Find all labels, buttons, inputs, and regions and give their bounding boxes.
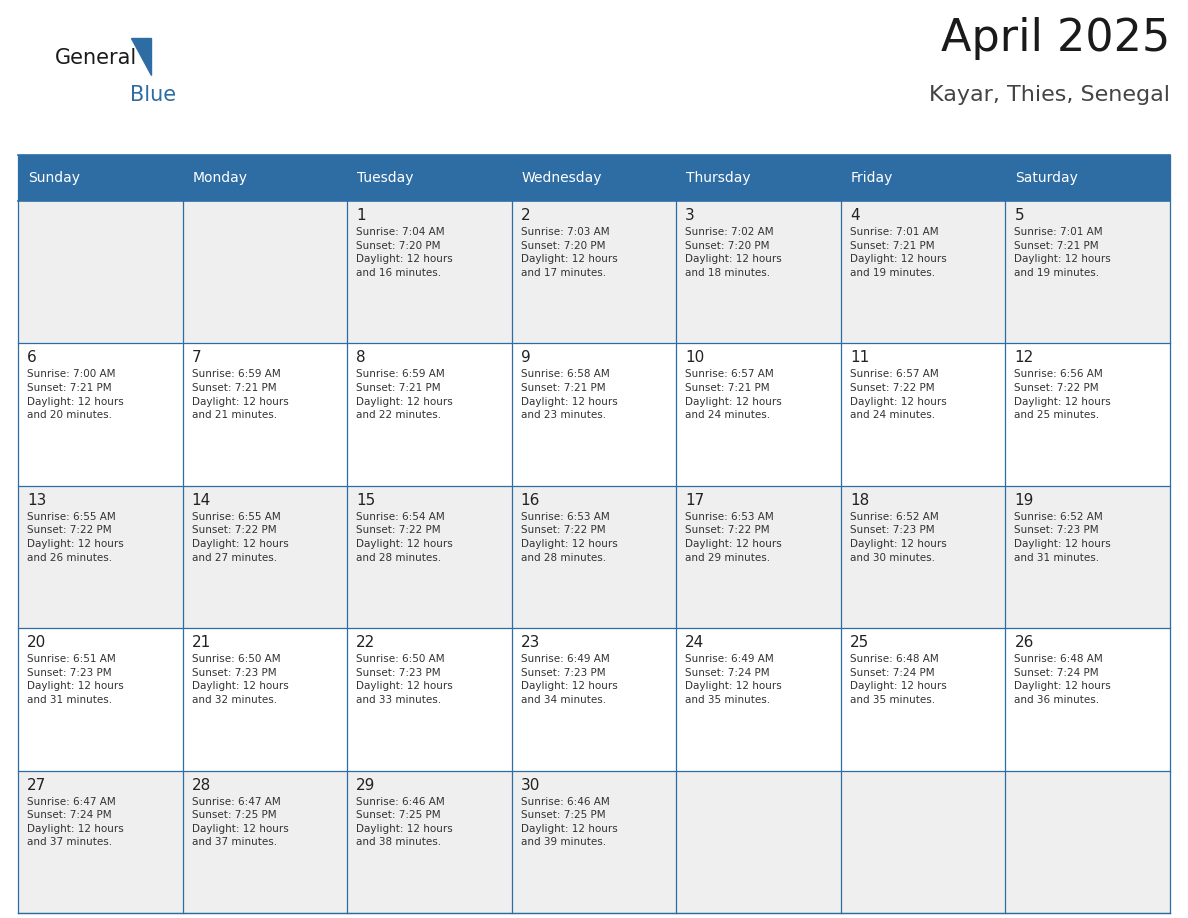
Text: Sunrise: 6:57 AM
Sunset: 7:22 PM
Daylight: 12 hours
and 24 minutes.: Sunrise: 6:57 AM Sunset: 7:22 PM Dayligh… xyxy=(849,369,947,420)
Text: 3: 3 xyxy=(685,208,695,223)
Text: Sunrise: 6:55 AM
Sunset: 7:22 PM
Daylight: 12 hours
and 27 minutes.: Sunrise: 6:55 AM Sunset: 7:22 PM Dayligh… xyxy=(191,512,289,563)
Text: 23: 23 xyxy=(520,635,541,650)
Text: Tuesday: Tuesday xyxy=(358,171,413,185)
Text: 15: 15 xyxy=(356,493,375,508)
Text: Sunrise: 6:47 AM
Sunset: 7:25 PM
Daylight: 12 hours
and 37 minutes.: Sunrise: 6:47 AM Sunset: 7:25 PM Dayligh… xyxy=(191,797,289,847)
Bar xyxy=(18,343,1170,486)
Bar xyxy=(18,155,1170,201)
Text: Sunrise: 6:49 AM
Sunset: 7:24 PM
Daylight: 12 hours
and 35 minutes.: Sunrise: 6:49 AM Sunset: 7:24 PM Dayligh… xyxy=(685,655,782,705)
Text: 20: 20 xyxy=(27,635,46,650)
Text: Saturday: Saturday xyxy=(1016,171,1079,185)
Text: Thursday: Thursday xyxy=(687,171,751,185)
Text: Sunrise: 7:04 AM
Sunset: 7:20 PM
Daylight: 12 hours
and 16 minutes.: Sunrise: 7:04 AM Sunset: 7:20 PM Dayligh… xyxy=(356,227,453,278)
Text: Sunrise: 6:50 AM
Sunset: 7:23 PM
Daylight: 12 hours
and 32 minutes.: Sunrise: 6:50 AM Sunset: 7:23 PM Dayligh… xyxy=(191,655,289,705)
Text: Sunrise: 6:48 AM
Sunset: 7:24 PM
Daylight: 12 hours
and 35 minutes.: Sunrise: 6:48 AM Sunset: 7:24 PM Dayligh… xyxy=(849,655,947,705)
Text: 4: 4 xyxy=(849,208,859,223)
Text: Friday: Friday xyxy=(851,171,893,185)
Polygon shape xyxy=(131,38,151,75)
Text: 6: 6 xyxy=(27,351,37,365)
Text: Sunrise: 6:55 AM
Sunset: 7:22 PM
Daylight: 12 hours
and 26 minutes.: Sunrise: 6:55 AM Sunset: 7:22 PM Dayligh… xyxy=(27,512,124,563)
Text: 14: 14 xyxy=(191,493,210,508)
Text: Sunrise: 7:01 AM
Sunset: 7:21 PM
Daylight: 12 hours
and 19 minutes.: Sunrise: 7:01 AM Sunset: 7:21 PM Dayligh… xyxy=(849,227,947,278)
Text: 10: 10 xyxy=(685,351,704,365)
Text: 1: 1 xyxy=(356,208,366,223)
Text: April 2025: April 2025 xyxy=(941,17,1170,60)
Text: Sunrise: 6:48 AM
Sunset: 7:24 PM
Daylight: 12 hours
and 36 minutes.: Sunrise: 6:48 AM Sunset: 7:24 PM Dayligh… xyxy=(1015,655,1111,705)
Text: 28: 28 xyxy=(191,778,210,792)
Text: Wednesday: Wednesday xyxy=(522,171,602,185)
Text: 27: 27 xyxy=(27,778,46,792)
Text: 2: 2 xyxy=(520,208,530,223)
Bar xyxy=(18,628,1170,770)
Text: Sunrise: 6:51 AM
Sunset: 7:23 PM
Daylight: 12 hours
and 31 minutes.: Sunrise: 6:51 AM Sunset: 7:23 PM Dayligh… xyxy=(27,655,124,705)
Text: Sunrise: 6:52 AM
Sunset: 7:23 PM
Daylight: 12 hours
and 31 minutes.: Sunrise: 6:52 AM Sunset: 7:23 PM Dayligh… xyxy=(1015,512,1111,563)
Text: Sunday: Sunday xyxy=(29,171,80,185)
Text: Sunrise: 6:58 AM
Sunset: 7:21 PM
Daylight: 12 hours
and 23 minutes.: Sunrise: 6:58 AM Sunset: 7:21 PM Dayligh… xyxy=(520,369,618,420)
Text: 16: 16 xyxy=(520,493,541,508)
Text: Sunrise: 7:01 AM
Sunset: 7:21 PM
Daylight: 12 hours
and 19 minutes.: Sunrise: 7:01 AM Sunset: 7:21 PM Dayligh… xyxy=(1015,227,1111,278)
Text: 17: 17 xyxy=(685,493,704,508)
Text: Sunrise: 6:50 AM
Sunset: 7:23 PM
Daylight: 12 hours
and 33 minutes.: Sunrise: 6:50 AM Sunset: 7:23 PM Dayligh… xyxy=(356,655,453,705)
Text: 25: 25 xyxy=(849,635,870,650)
Text: 11: 11 xyxy=(849,351,870,365)
Text: 8: 8 xyxy=(356,351,366,365)
Text: 19: 19 xyxy=(1015,493,1034,508)
Text: 26: 26 xyxy=(1015,635,1034,650)
Text: Sunrise: 7:03 AM
Sunset: 7:20 PM
Daylight: 12 hours
and 17 minutes.: Sunrise: 7:03 AM Sunset: 7:20 PM Dayligh… xyxy=(520,227,618,278)
Text: Blue: Blue xyxy=(131,85,177,105)
Text: Sunrise: 6:53 AM
Sunset: 7:22 PM
Daylight: 12 hours
and 28 minutes.: Sunrise: 6:53 AM Sunset: 7:22 PM Dayligh… xyxy=(520,512,618,563)
Text: 9: 9 xyxy=(520,351,531,365)
Text: Sunrise: 6:53 AM
Sunset: 7:22 PM
Daylight: 12 hours
and 29 minutes.: Sunrise: 6:53 AM Sunset: 7:22 PM Dayligh… xyxy=(685,512,782,563)
Text: 7: 7 xyxy=(191,351,201,365)
Text: 18: 18 xyxy=(849,493,870,508)
Text: Sunrise: 6:49 AM
Sunset: 7:23 PM
Daylight: 12 hours
and 34 minutes.: Sunrise: 6:49 AM Sunset: 7:23 PM Dayligh… xyxy=(520,655,618,705)
Text: 12: 12 xyxy=(1015,351,1034,365)
Text: 21: 21 xyxy=(191,635,210,650)
Text: Sunrise: 6:46 AM
Sunset: 7:25 PM
Daylight: 12 hours
and 38 minutes.: Sunrise: 6:46 AM Sunset: 7:25 PM Dayligh… xyxy=(356,797,453,847)
Text: Sunrise: 7:02 AM
Sunset: 7:20 PM
Daylight: 12 hours
and 18 minutes.: Sunrise: 7:02 AM Sunset: 7:20 PM Dayligh… xyxy=(685,227,782,278)
Text: 13: 13 xyxy=(27,493,46,508)
Text: 24: 24 xyxy=(685,635,704,650)
Text: Sunrise: 7:00 AM
Sunset: 7:21 PM
Daylight: 12 hours
and 20 minutes.: Sunrise: 7:00 AM Sunset: 7:21 PM Dayligh… xyxy=(27,369,124,420)
Text: Sunrise: 6:52 AM
Sunset: 7:23 PM
Daylight: 12 hours
and 30 minutes.: Sunrise: 6:52 AM Sunset: 7:23 PM Dayligh… xyxy=(849,512,947,563)
Bar xyxy=(18,201,1170,343)
Text: Kayar, Thies, Senegal: Kayar, Thies, Senegal xyxy=(929,85,1170,105)
Text: Sunrise: 6:46 AM
Sunset: 7:25 PM
Daylight: 12 hours
and 39 minutes.: Sunrise: 6:46 AM Sunset: 7:25 PM Dayligh… xyxy=(520,797,618,847)
Text: Sunrise: 6:47 AM
Sunset: 7:24 PM
Daylight: 12 hours
and 37 minutes.: Sunrise: 6:47 AM Sunset: 7:24 PM Dayligh… xyxy=(27,797,124,847)
Text: 22: 22 xyxy=(356,635,375,650)
Text: Monday: Monday xyxy=(192,171,247,185)
Text: Sunrise: 6:57 AM
Sunset: 7:21 PM
Daylight: 12 hours
and 24 minutes.: Sunrise: 6:57 AM Sunset: 7:21 PM Dayligh… xyxy=(685,369,782,420)
Text: 5: 5 xyxy=(1015,208,1024,223)
Text: 29: 29 xyxy=(356,778,375,792)
Text: Sunrise: 6:54 AM
Sunset: 7:22 PM
Daylight: 12 hours
and 28 minutes.: Sunrise: 6:54 AM Sunset: 7:22 PM Dayligh… xyxy=(356,512,453,563)
Text: Sunrise: 6:59 AM
Sunset: 7:21 PM
Daylight: 12 hours
and 22 minutes.: Sunrise: 6:59 AM Sunset: 7:21 PM Dayligh… xyxy=(356,369,453,420)
Text: 30: 30 xyxy=(520,778,541,792)
Text: General: General xyxy=(55,48,138,68)
Text: Sunrise: 6:59 AM
Sunset: 7:21 PM
Daylight: 12 hours
and 21 minutes.: Sunrise: 6:59 AM Sunset: 7:21 PM Dayligh… xyxy=(191,369,289,420)
Text: Sunrise: 6:56 AM
Sunset: 7:22 PM
Daylight: 12 hours
and 25 minutes.: Sunrise: 6:56 AM Sunset: 7:22 PM Dayligh… xyxy=(1015,369,1111,420)
Bar xyxy=(18,770,1170,913)
Bar xyxy=(18,486,1170,628)
